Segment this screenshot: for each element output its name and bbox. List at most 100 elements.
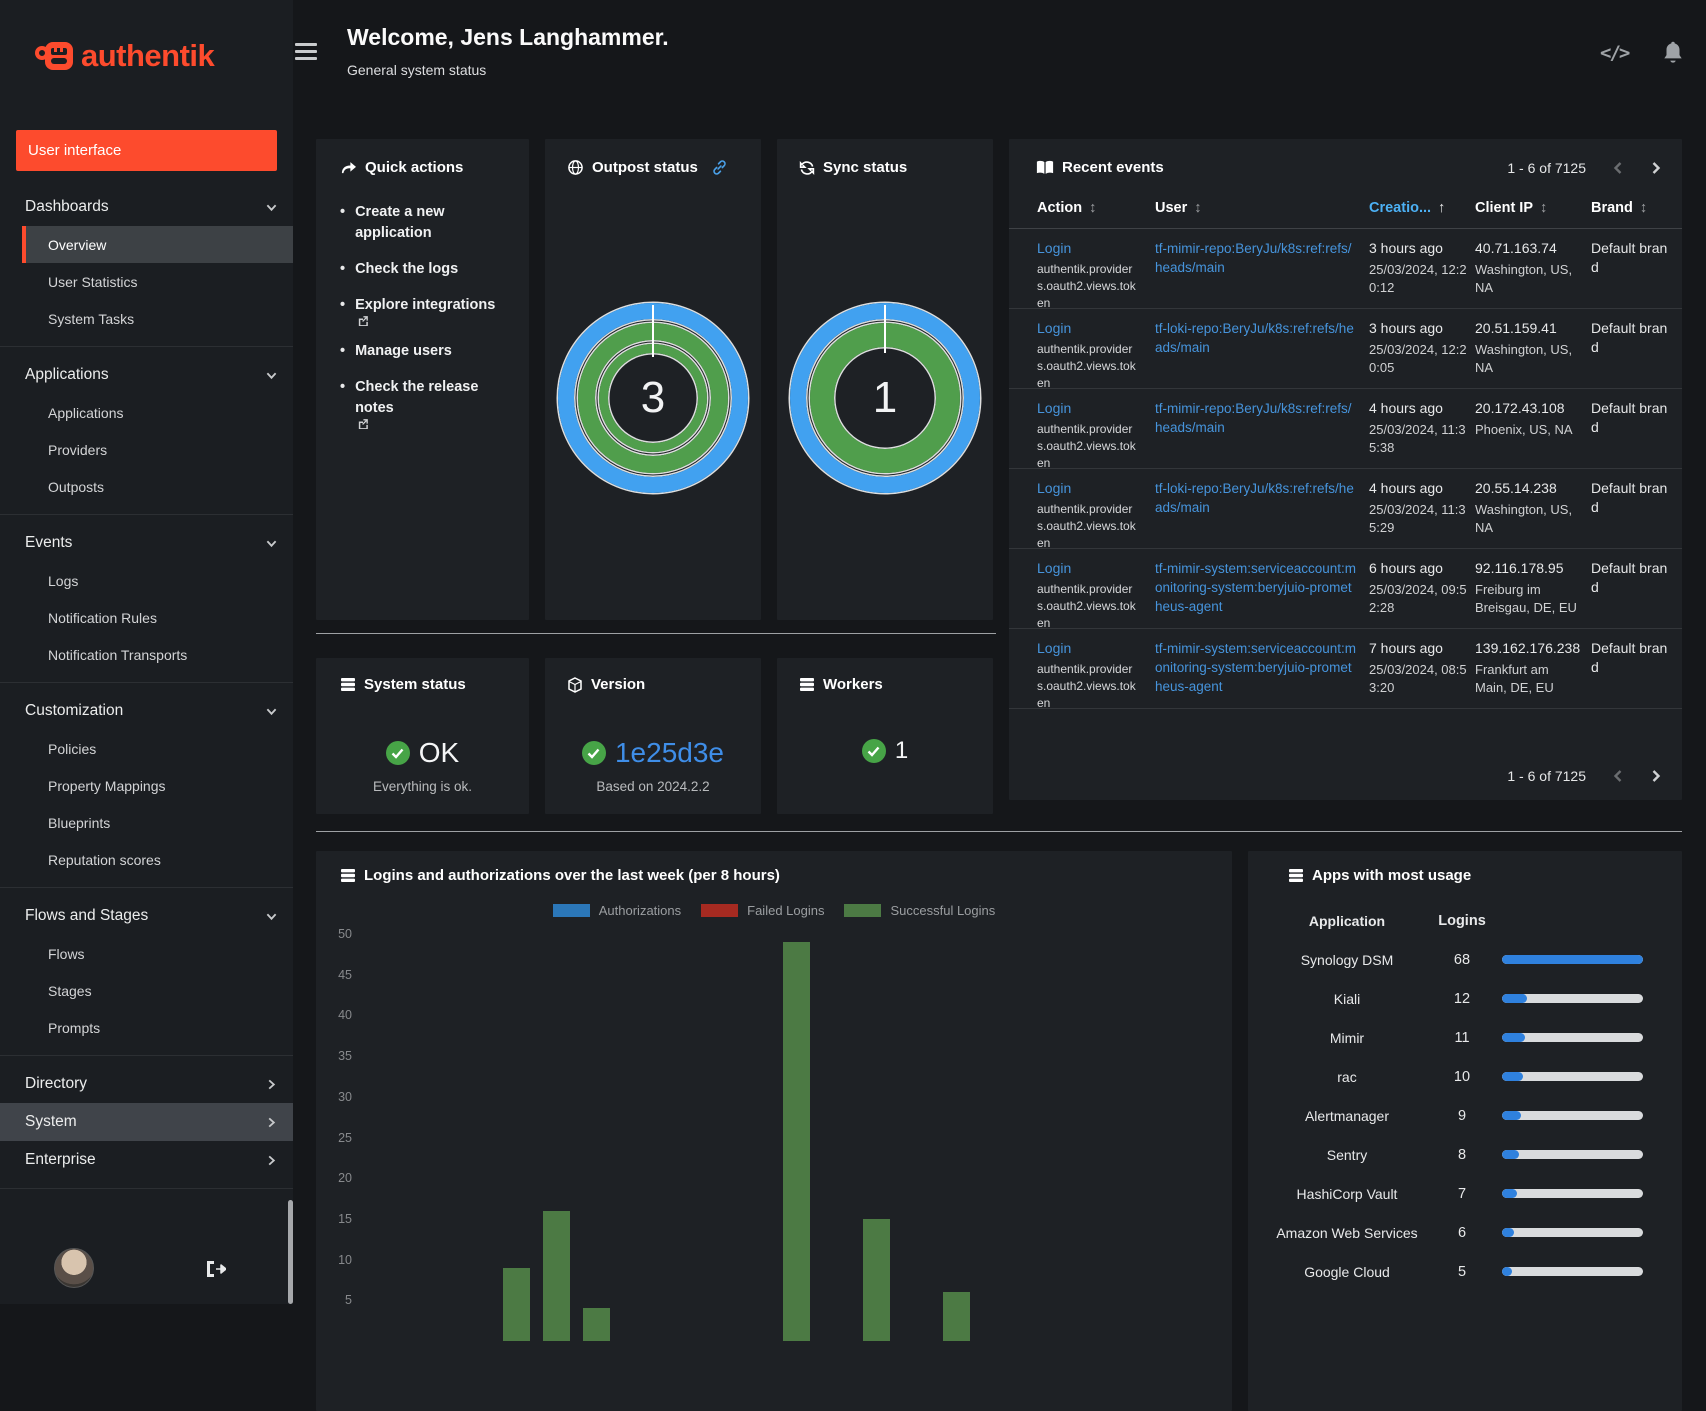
sidebar-item-flows[interactable]: Flows <box>48 945 85 962</box>
sort-icon: ↕ <box>1194 200 1202 216</box>
event-action-link[interactable]: Login <box>1037 400 1072 416</box>
y-axis-tick-label: 5 <box>345 1293 352 1308</box>
event-time-exact: 25/03/2024, 09:52:28 <box>1369 582 1467 615</box>
donut-segment-line <box>652 305 654 357</box>
sidebar-group-directory[interactable]: Directory <box>0 1065 293 1103</box>
chevron-down-icon <box>266 372 277 379</box>
sidebar-item-policies[interactable]: Policies <box>48 740 97 757</box>
quick-action-link-explore-integrations[interactable]: • Explore integrations <box>340 295 513 326</box>
sidebar-group-enterprise[interactable]: Enterprise <box>0 1141 293 1179</box>
sidebar-item-stages[interactable]: Stages <box>48 982 92 999</box>
events-column-header-user[interactable]: User ↕ <box>1155 200 1369 216</box>
sidebar-item-notification-transports[interactable]: Notification Transports <box>48 646 188 663</box>
sidebar-item-property-mappings[interactable]: Property Mappings <box>48 777 166 794</box>
sidebar-item-notification-rules[interactable]: Notification Rules <box>48 609 157 626</box>
sidebar-item-overview[interactable]: Overview <box>22 226 293 263</box>
bullet-icon: • <box>340 261 346 277</box>
logins-chart-title: Logins and authorizations over the last … <box>364 867 780 884</box>
app-name: Mimir <box>1329 1029 1365 1046</box>
sidebar-item-applications[interactable]: Applications <box>48 404 124 421</box>
event-ip-location: Washington, US, NA <box>1475 262 1573 295</box>
events-column-header-brand[interactable]: Brand ↕ <box>1591 200 1674 216</box>
event-user-link[interactable]: tf-loki-repo:BeryJu/k8s:ref:refs/heads/m… <box>1155 321 1354 355</box>
apps-usage-row-google-cloud: Google Cloud 5 <box>1248 1252 1682 1291</box>
version-value-link[interactable]: 1e25d3e <box>614 737 724 768</box>
events-column-header-action[interactable]: Action ↕ <box>1037 200 1155 216</box>
sidebar-group-system[interactable]: System <box>0 1103 293 1141</box>
chevron-down-icon <box>266 913 277 920</box>
section-divider <box>316 633 996 634</box>
app-login-count: 68 <box>1453 951 1471 968</box>
progressbar-fill <box>1502 1111 1521 1120</box>
notifications-bell-icon[interactable] <box>1660 40 1686 66</box>
chart-legend: Authorizations Failed Logins Successful Lo… <box>316 903 1232 918</box>
next-page-button[interactable] <box>1650 161 1662 175</box>
version-card: Version 1e25d3e Based on 2024.2.2 <box>545 658 761 814</box>
event-user-link[interactable]: tf-mimir-repo:BeryJu/k8s:ref:refs/heads/… <box>1155 401 1352 435</box>
hamburger-menu-icon[interactable] <box>295 43 317 60</box>
sidebar-item-system-tasks[interactable]: System Tasks <box>48 310 135 327</box>
event-time-ago: 7 hours ago <box>1369 640 1443 656</box>
event-action-link[interactable]: Login <box>1037 480 1072 496</box>
event-brand: Default brand <box>1591 240 1668 275</box>
sidebar-group-events[interactable]: Events <box>0 524 293 562</box>
sidebar-scrollbar-thumb[interactable] <box>288 1200 293 1304</box>
prev-page-button[interactable] <box>1612 161 1624 175</box>
chevron-right-icon <box>268 1155 276 1165</box>
outpost-status-card: Outpost status 3 <box>545 139 761 620</box>
user-interface-button[interactable]: User interface <box>16 130 277 171</box>
sidebar-item-user-statistics[interactable]: User Statistics <box>48 273 138 290</box>
version-subtitle: Based on 2024.2.2 <box>596 779 710 794</box>
event-action-link[interactable]: Login <box>1037 240 1072 256</box>
event-user-link[interactable]: tf-mimir-system:serviceaccount:monitorin… <box>1155 561 1357 614</box>
events-column-header-client-ip[interactable]: Client IP ↕ <box>1475 200 1591 216</box>
outpost-link-icon[interactable] <box>712 160 727 175</box>
sidebar-item-providers[interactable]: Providers <box>48 441 108 458</box>
authentik-key-icon <box>35 42 73 70</box>
app-usage-progressbar <box>1502 1072 1643 1081</box>
event-action-link[interactable]: Login <box>1037 320 1072 336</box>
quick-action-link-check-the-release-notes[interactable]: • Check the release notes <box>340 377 513 429</box>
sidebar-item-logs[interactable]: Logs <box>48 572 79 589</box>
event-action-cell: Login authentik.providers.oauth2.views.to… <box>1037 639 1155 712</box>
avatar[interactable] <box>54 1248 94 1288</box>
logout-icon[interactable] <box>206 1260 226 1278</box>
sidebar-item-prompts[interactable]: Prompts <box>48 1019 101 1036</box>
event-user-link[interactable]: tf-mimir-repo:BeryJu/k8s:ref:refs/heads/… <box>1155 241 1352 275</box>
prev-page-button[interactable] <box>1612 769 1624 783</box>
apps-usage-row-kiali: Kiali 12 <box>1248 979 1682 1018</box>
app-login-count: 6 <box>1457 1224 1467 1241</box>
sidebar-item-blueprints[interactable]: Blueprints <box>48 814 111 831</box>
sidebar-group-applications[interactable]: Applications <box>0 356 293 394</box>
sidebar-item-reputation-scores[interactable]: Reputation scores <box>48 851 161 868</box>
apps-usage-title: Apps with most usage <box>1312 867 1472 884</box>
quick-action-link-create-a-new-application[interactable]: • Create a new application <box>340 202 513 244</box>
sidebar-group-dashboards[interactable]: Dashboards <box>0 188 293 226</box>
events-column-header-creatio[interactable]: Creatio... ↑ <box>1369 200 1475 216</box>
sidebar-group-flows-and-stages[interactable]: Flows and Stages <box>0 897 293 935</box>
table-row: Login authentik.providers.oauth2.views.to… <box>1009 389 1682 470</box>
app-name: Google Cloud <box>1304 1263 1390 1280</box>
sort-icon: ↕ <box>1540 200 1548 216</box>
legend-swatch <box>844 904 882 917</box>
y-axis-tick-label: 15 <box>338 1211 352 1226</box>
app-usage-progressbar <box>1502 1111 1643 1120</box>
sidebar-group-customization[interactable]: Customization <box>0 692 293 730</box>
event-action-link[interactable]: Login <box>1037 640 1072 656</box>
event-time-exact: 25/03/2024, 08:53:20 <box>1369 662 1467 695</box>
y-axis-tick-label: 25 <box>338 1130 352 1145</box>
quick-action-link-check-the-logs[interactable]: • Check the logs <box>340 259 513 280</box>
api-code-icon[interactable]: </> <box>1600 42 1630 64</box>
event-action-link[interactable]: Login <box>1037 560 1072 576</box>
sidebar-footer-divider <box>0 1188 293 1189</box>
event-user-link[interactable]: tf-loki-repo:BeryJu/k8s:ref:refs/heads/m… <box>1155 481 1354 515</box>
next-page-button[interactable] <box>1650 769 1662 783</box>
quick-action-link-manage-users[interactable]: • Manage users <box>340 341 513 362</box>
event-user-link[interactable]: tf-mimir-system:serviceaccount:monitorin… <box>1155 641 1357 694</box>
sort-icon: ↕ <box>1639 200 1648 216</box>
sidebar-divider <box>0 337 293 356</box>
app-usage-progressbar <box>1502 1228 1643 1237</box>
event-creation-cell: 7 hours ago 25/03/2024, 08:53:20 <box>1369 639 1475 712</box>
system-status-subtitle: Everything is ok. <box>372 779 473 794</box>
sidebar-item-outposts[interactable]: Outposts <box>48 478 105 495</box>
